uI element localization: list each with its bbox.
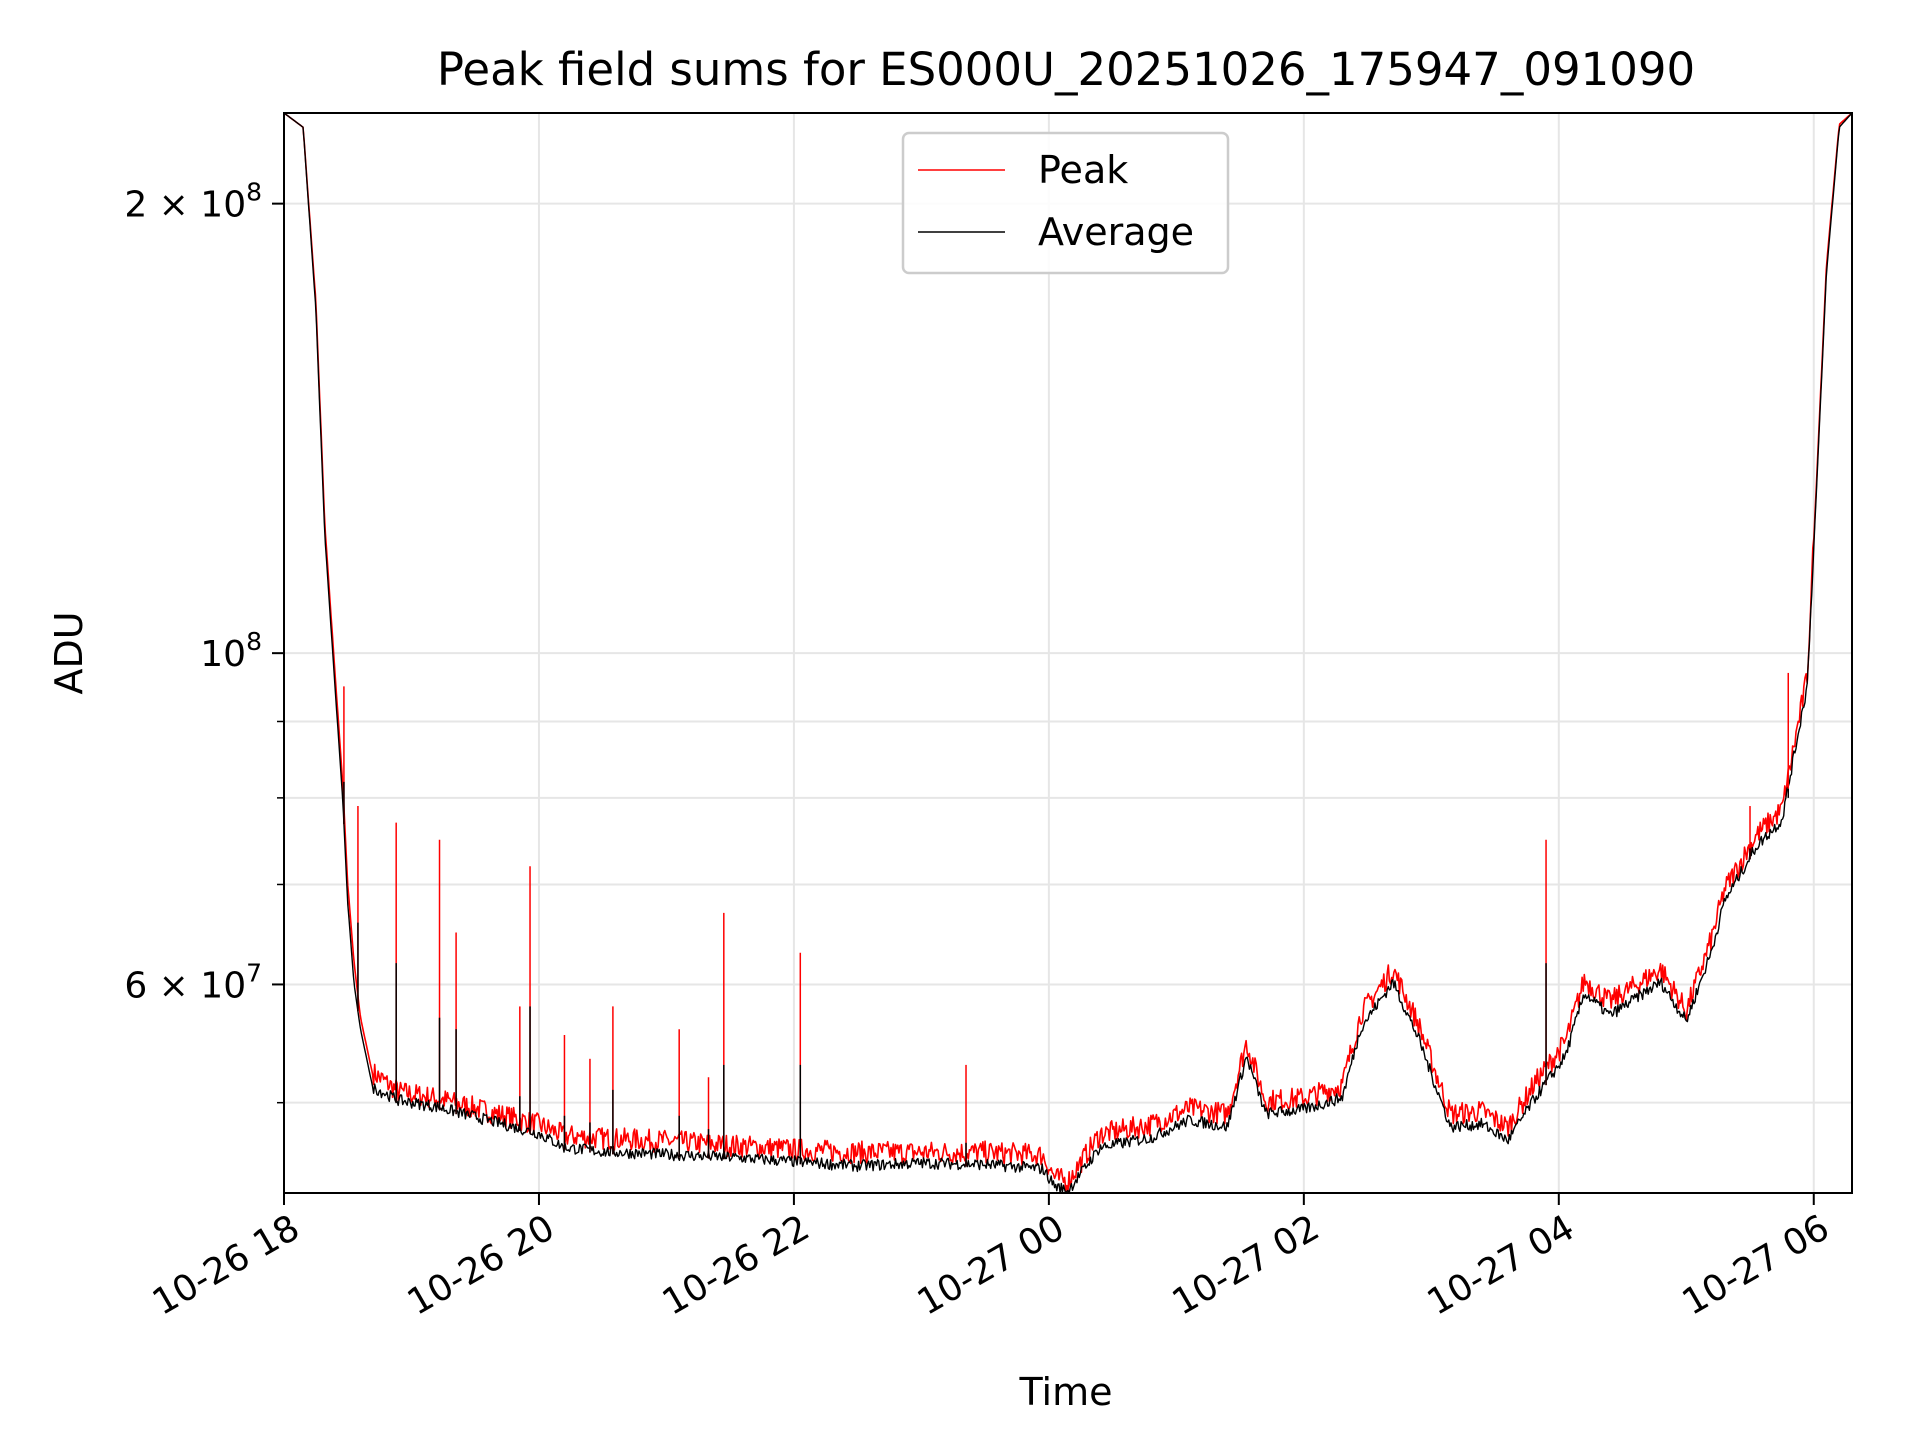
legend-box: [901, 131, 1230, 275]
y-tick-label: 6 × 107: [124, 958, 262, 1006]
y-axis-label: ADU: [47, 611, 91, 694]
legend: Peak Average: [901, 131, 1230, 275]
y-axis: 2 × 108 108 6 × 107: [124, 178, 284, 1104]
series-line-average: [284, 113, 1852, 1193]
chart-title: Peak field sums for ES000U_20251026_1759…: [437, 43, 1695, 96]
series-group: [284, 113, 1852, 1193]
y-tick-label: 108: [200, 627, 262, 675]
legend-label-peak: Peak: [1038, 148, 1128, 192]
x-axis-label: Time: [1019, 1370, 1113, 1414]
legend-label-average: Average: [1038, 210, 1194, 254]
y-tick-label: 2 × 108: [124, 178, 262, 226]
